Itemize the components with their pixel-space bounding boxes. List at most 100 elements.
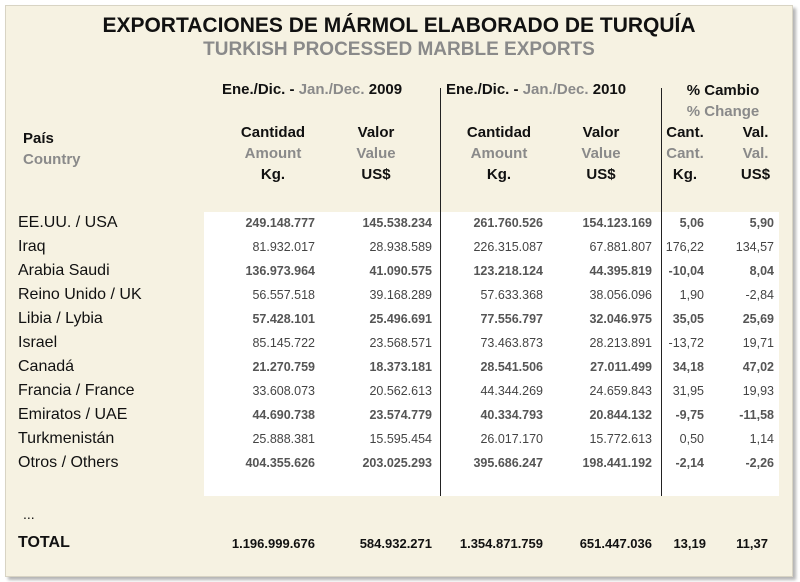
divider-2009-2010 [440,88,441,496]
value-2010-header: Valor Value US$ [566,122,636,185]
row-amount-2010: 28.541.506 [480,360,543,374]
table-row: Libia / Lybia 57.428.101 25.496.691 77.5… [6,310,792,334]
value-2009-unit: US$ [361,166,391,183]
title-spanish: EXPORTACIONES DE MÁRMOL ELABORADO DE TUR… [102,14,696,37]
val-change-es: Val. [742,124,769,141]
row-amount-2010: 226.315.087 [473,240,543,254]
period-2010-year: 2010 [592,81,627,98]
amount-2009-header: Cantidad Amount Kg. [218,122,328,185]
value-2009-header: Valor Value US$ [341,122,411,185]
row-value-2009: 25.496.691 [369,312,432,326]
row-change-cant: -9,75 [675,408,705,422]
row-change-val: 19,93 [742,384,774,398]
table-row: Turkmenistán 25.888.381 15.595.454 26.01… [6,430,792,454]
row-country: Iraq [18,238,46,255]
table-frame: EXPORTACIONES DE MÁRMOL ELABORADO DE TUR… [5,5,793,577]
row-country: Reino Unido / UK [18,286,142,303]
period-2009-header: Ene./Dic. - Jan./Dec. 2009 [222,81,402,98]
total-value-2009: 584.932.271 [359,536,432,551]
period-2010-es: Ene./Dic. - [446,81,519,98]
val-change-header: Val. Val. US$ [733,122,778,185]
row-value-2009: 39.168.289 [369,288,432,302]
row-value-2010: 38.056.096 [589,288,652,302]
row-amount-2010: 73.463.873 [480,336,543,350]
table-row: Iraq 81.932.017 28.938.589 226.315.087 6… [6,238,792,262]
total-change-val: 11,37 [736,536,768,551]
row-country: Emiratos / UAE [18,406,128,423]
row-change-val: 25,69 [742,312,774,326]
table-row: Canadá 21.270.759 18.373.181 28.541.506 … [6,358,792,382]
row-value-2009: 18.373.181 [369,360,432,374]
row-amount-2009: 136.973.964 [245,264,315,278]
value-2010-en: Value [581,145,621,162]
row-change-cant: -13,72 [668,336,704,350]
row-value-2009: 15.595.454 [369,432,432,446]
row-change-val: -11,58 [739,408,774,422]
val-change-en: Val. [742,145,769,162]
change-header: % Cambio % Change [668,80,778,122]
row-amount-2009: 404.355.626 [245,456,315,470]
row-change-cant: 176,22 [665,240,704,254]
amount-2009-en: Amount [244,145,302,162]
value-2009-en: Value [356,145,396,162]
cant-change-es: Cant. [666,124,704,141]
row-country: Francia / France [18,382,135,399]
value-2009-es: Valor [357,124,395,141]
row-amount-2009: 33.608.073 [252,384,315,398]
row-amount-2009: 56.557.518 [252,288,315,302]
row-amount-2010: 26.017.170 [480,432,543,446]
table-row: Arabia Saudi 136.973.964 41.090.575 123.… [6,262,792,286]
row-value-2010: 24.659.843 [589,384,652,398]
row-value-2009: 41.090.575 [369,264,432,278]
row-change-cant: 1,90 [679,288,704,302]
amount-2010-header: Cantidad Amount Kg. [444,122,554,185]
data-panel [204,212,779,496]
row-change-val: 1,14 [749,432,774,446]
country-header-es: País [23,130,54,147]
row-change-val: 47,02 [742,360,774,374]
total-label: TOTAL [18,534,70,551]
row-value-2009: 145.538.234 [362,216,432,230]
change-header-es: % Cambio [686,82,760,99]
row-value-2010: 28.213.891 [589,336,652,350]
row-amount-2010: 57.633.368 [480,288,543,302]
row-change-val: -2,26 [745,456,775,470]
amount-2009-es: Cantidad [240,124,306,141]
cant-change-header: Cant. Cant. Kg. [660,122,710,185]
row-change-val: 19,71 [742,336,774,350]
val-change-unit: US$ [740,166,771,183]
row-value-2009: 28.938.589 [369,240,432,254]
row-amount-2010: 44.344.269 [480,384,543,398]
row-amount-2009: 85.145.722 [252,336,315,350]
row-change-cant: 35,05 [672,312,704,326]
row-amount-2009: 57.428.101 [252,312,315,326]
row-amount-2010: 261.760.526 [473,216,543,230]
row-value-2010: 27.011.499 [590,360,652,374]
row-change-val: 134,57 [735,240,774,254]
row-value-2010: 15.772.613 [589,432,652,446]
row-value-2010: 32.046.975 [589,312,652,326]
row-value-2009: 23.574.779 [369,408,432,422]
row-amount-2010: 40.334.793 [480,408,543,422]
row-change-val: -2,84 [745,288,775,302]
row-value-2010: 44.395.819 [589,264,652,278]
cant-change-en: Cant. [666,145,704,162]
row-country: Canadá [18,358,75,375]
row-amount-2010: 395.686.247 [473,456,543,470]
period-2010-header: Ene./Dic. - Jan./Dec. 2010 [446,81,626,98]
row-amount-2010: 123.218.124 [473,264,543,278]
row-change-cant: 34,18 [672,360,704,374]
row-amount-2009: 25.888.381 [252,432,315,446]
ellipsis-marker: ... [23,506,35,522]
row-value-2009: 203.025.293 [362,456,432,470]
amount-2010-en: Amount [470,145,528,162]
row-country: Israel [18,334,58,351]
amount-2010-unit: Kg. [486,166,512,183]
row-amount-2010: 77.556.797 [480,312,543,326]
row-change-cant: 5,06 [679,216,704,230]
country-header: País Country [23,128,81,170]
total-row: TOTAL 1.196.999.676 584.932.271 1.354.87… [6,534,792,556]
row-amount-2009: 81.932.017 [252,240,315,254]
row-value-2010: 198.441.192 [582,456,652,470]
table-row: Francia / France 33.608.073 20.562.613 4… [6,382,792,406]
